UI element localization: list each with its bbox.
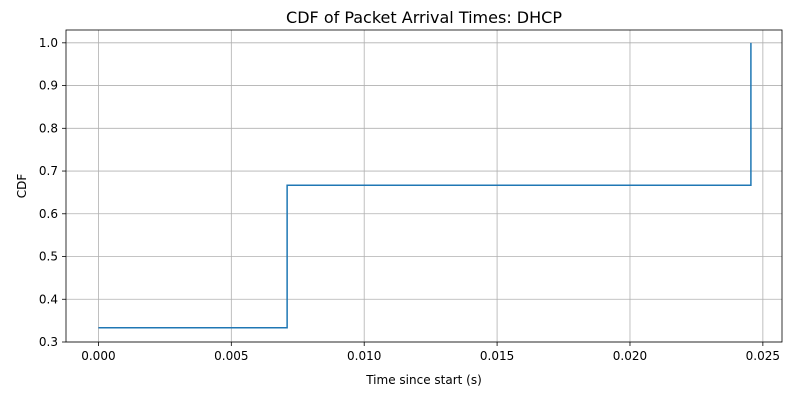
chart-title: CDF of Packet Arrival Times: DHCP [286, 8, 562, 27]
x-tick-label: 0.010 [347, 349, 381, 363]
x-tick-label: 0.005 [214, 349, 248, 363]
y-tick-label: 0.6 [39, 207, 58, 221]
y-tick-label: 0.5 [39, 250, 58, 264]
x-tick-label: 0.025 [746, 349, 780, 363]
axes [65, 29, 783, 343]
x-tick-label: 0.015 [480, 349, 514, 363]
plot-frame [65, 29, 783, 343]
cdf-step-line [98, 42, 752, 329]
x-tick-label: 0.020 [613, 349, 647, 363]
y-axis-label: CDF [15, 174, 29, 199]
y-tick-label: 0.3 [39, 335, 58, 349]
x-axis-label: Time since start (s) [365, 373, 482, 387]
y-tick-label: 0.4 [39, 292, 58, 306]
y-tick-label: 0.9 [39, 79, 58, 93]
x-axis-ticks: 0.000 0.005 0.010 0.015 0.020 0.025 [81, 342, 780, 363]
y-tick-label: 0.8 [39, 121, 58, 135]
y-tick-label: 0.7 [39, 164, 58, 178]
y-axis-ticks: 0.3 0.4 0.5 0.6 0.7 0.8 0.9 1.0 [39, 36, 66, 349]
grid-lines [66, 30, 782, 343]
series-layer [98, 42, 752, 329]
y-tick-label: 1.0 [39, 36, 58, 50]
x-tick-label: 0.000 [81, 349, 115, 363]
